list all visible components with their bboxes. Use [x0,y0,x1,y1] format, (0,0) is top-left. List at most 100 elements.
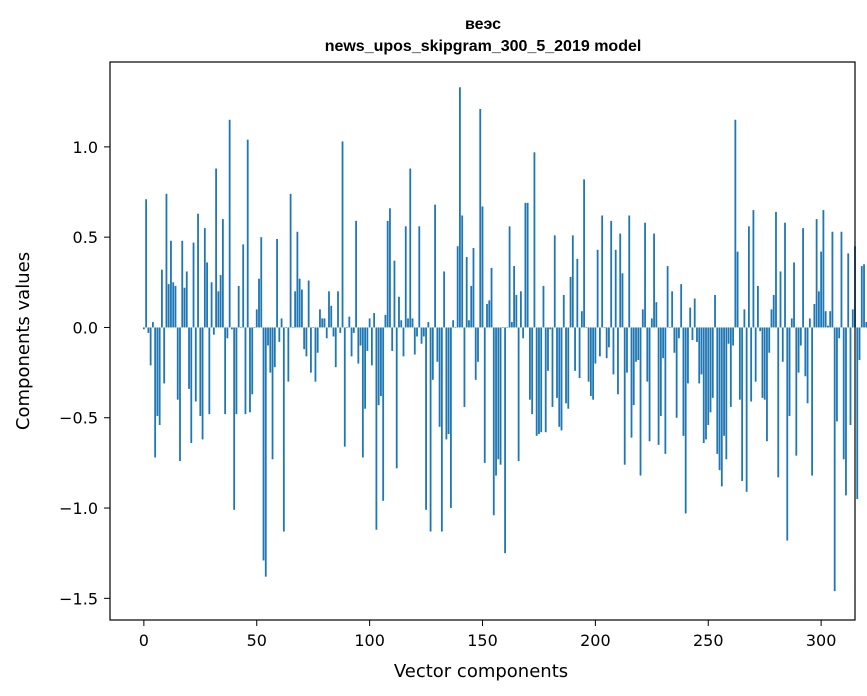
bar [808,318,811,328]
bar [490,267,493,328]
bar [648,327,651,442]
bar [497,327,500,460]
bar [492,327,495,516]
bar [456,246,459,328]
bar [233,327,236,510]
bar [657,327,660,445]
bar [632,327,635,406]
bar [714,294,716,328]
y-axis-label: Components values [13,252,34,430]
bar [395,327,398,469]
bar [614,249,617,328]
bar [863,264,865,328]
bar [258,278,260,328]
bar [483,327,486,463]
bar [847,253,850,328]
bar [167,284,170,328]
bar [831,231,834,328]
bar [176,327,179,400]
bar [215,168,218,328]
bars-group [142,87,867,592]
bar [675,327,678,418]
bar [255,309,258,328]
bar [413,327,416,355]
bar [291,327,294,329]
bar [788,327,791,416]
bar [522,327,525,339]
bar [515,294,518,328]
bar [603,327,606,329]
bar [842,327,845,460]
bar [644,222,646,328]
bar [361,327,364,458]
y-tick-label: −0.5 [59,409,98,428]
bar [434,204,436,328]
x-tick-label: 150 [467,631,498,650]
bar [481,206,484,328]
bar [734,119,737,328]
bar [519,291,522,328]
bar [341,141,344,328]
bar [185,271,188,328]
bar [321,318,324,328]
bar [811,327,814,476]
bar [465,257,468,328]
bar [445,327,448,440]
y-tick-label: 0.5 [73,228,98,247]
bar [716,327,719,454]
bar [190,327,193,444]
bar [524,202,527,328]
bar [547,327,549,371]
bar [210,282,213,328]
bar [580,311,583,328]
bar [650,318,653,328]
bar [409,168,412,328]
bar [849,327,852,425]
bar [666,266,669,328]
bar [723,327,725,436]
bar [766,327,768,442]
y-tick-label: −1.5 [59,589,98,608]
bar [468,320,470,328]
bar [339,327,342,333]
bar [373,313,376,328]
bar [235,327,238,415]
bar [558,327,561,427]
bar [307,280,310,328]
bar [707,327,710,425]
bar [556,327,558,398]
bar [427,322,430,328]
bar [244,327,247,415]
bar [472,248,475,328]
bar [560,327,563,431]
bar [172,282,175,328]
bar [181,240,184,328]
bar [779,271,782,328]
bar [429,327,432,532]
bar [499,327,502,465]
bar [449,327,452,509]
bar [662,327,665,359]
bar [454,327,457,329]
bar [720,327,723,487]
bar [384,314,387,328]
bar [836,327,838,422]
bar [296,231,299,328]
bar [747,226,750,328]
y-axis: −1.5 −1.0 −0.5 0.0 0.5 1.0 [59,138,110,608]
bar [312,327,315,329]
bar [267,327,269,346]
bar [402,327,405,357]
bar [147,327,150,333]
bar [725,327,728,460]
bar [249,327,251,413]
bar [488,300,491,328]
bar [668,327,671,329]
bar [806,327,809,404]
bar [330,305,333,328]
bar [348,316,351,328]
bar [833,327,836,592]
x-tick-label: 300 [806,631,837,650]
bar [865,322,867,328]
bar [260,237,263,328]
